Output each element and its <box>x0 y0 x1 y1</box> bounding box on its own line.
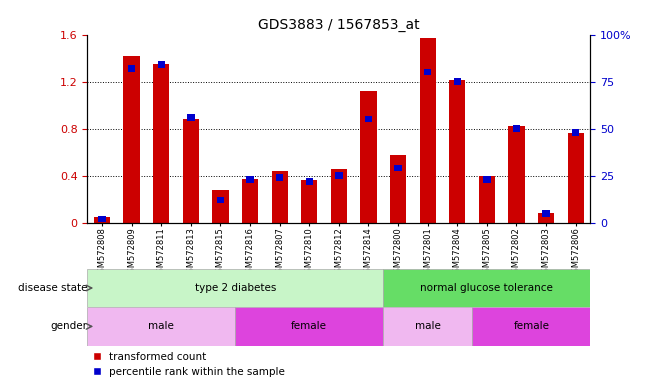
Bar <box>272 171 288 223</box>
Bar <box>383 269 590 307</box>
Bar <box>331 169 347 223</box>
Bar <box>305 178 313 185</box>
Bar <box>472 307 590 346</box>
Bar <box>336 172 342 179</box>
Bar <box>478 176 495 223</box>
Bar <box>301 180 317 223</box>
Bar <box>217 197 224 204</box>
Bar <box>183 119 199 223</box>
Bar <box>424 69 431 75</box>
Bar <box>538 214 554 223</box>
Bar <box>383 307 472 346</box>
Bar <box>128 65 136 72</box>
Bar <box>483 176 491 183</box>
Bar <box>246 176 254 183</box>
Bar <box>158 61 165 68</box>
Text: type 2 diabetes: type 2 diabetes <box>195 283 276 293</box>
Bar <box>542 210 550 217</box>
Bar <box>568 133 584 223</box>
Text: female: female <box>513 321 550 331</box>
Bar <box>419 38 435 223</box>
Bar <box>87 307 236 346</box>
Bar <box>242 179 258 223</box>
Text: female: female <box>291 321 327 331</box>
Bar <box>212 190 229 223</box>
Bar <box>87 269 383 307</box>
Bar <box>509 126 525 223</box>
Bar <box>572 129 579 136</box>
Bar <box>236 307 383 346</box>
Text: disease state: disease state <box>17 283 87 293</box>
Legend: transformed count, percentile rank within the sample: transformed count, percentile rank withi… <box>93 352 285 377</box>
Text: gender: gender <box>50 321 87 331</box>
Text: male: male <box>148 321 174 331</box>
Text: male: male <box>415 321 441 331</box>
Bar <box>94 217 110 223</box>
Bar <box>449 80 466 223</box>
Title: GDS3883 / 1567853_at: GDS3883 / 1567853_at <box>258 18 419 32</box>
Bar <box>360 91 376 223</box>
Text: normal glucose tolerance: normal glucose tolerance <box>421 283 554 293</box>
Bar <box>276 174 283 181</box>
Bar <box>454 78 461 85</box>
Bar <box>395 165 402 171</box>
Bar <box>365 116 372 122</box>
Bar <box>99 216 106 222</box>
Bar <box>390 154 406 223</box>
Bar <box>187 114 195 121</box>
Bar <box>513 126 520 132</box>
Bar <box>153 64 169 223</box>
Bar <box>123 56 140 223</box>
